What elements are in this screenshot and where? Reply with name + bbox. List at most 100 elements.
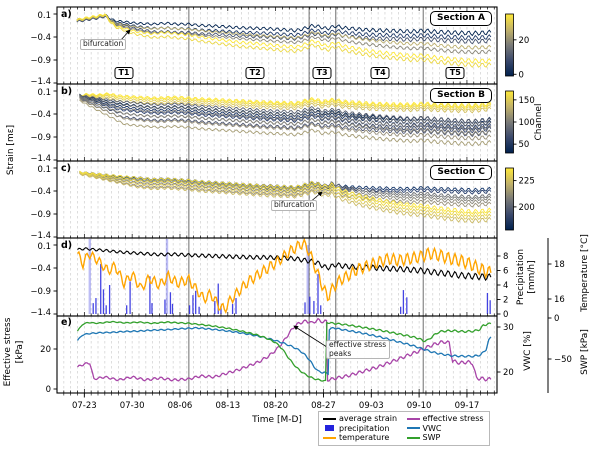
tick-label: −1.4: [30, 77, 51, 87]
tick-label: 08-13: [215, 401, 240, 411]
precipitation-bar: [171, 303, 174, 314]
legend-line-swatch: [323, 417, 336, 420]
data-line: [76, 14, 492, 68]
tick-label: 07-30: [120, 401, 145, 411]
legend-item-VWC: VWC: [406, 424, 485, 434]
precipitation-bar: [304, 302, 306, 314]
section-b-badge: Section B: [430, 88, 492, 103]
legend-label: temperature: [339, 433, 390, 442]
tick-label: 100: [519, 118, 535, 128]
effective-stress-peaks-annotation: effective stress peaks: [326, 340, 390, 359]
panel-label-c: c): [61, 163, 71, 174]
tick-label: 2: [503, 296, 508, 306]
precipitation-bar: [149, 276, 151, 314]
data-line: [79, 92, 492, 108]
tick-label: 20: [503, 368, 514, 378]
precipitation-bar: [231, 303, 234, 314]
strain-axis-label: Strain [mε]: [6, 124, 16, 176]
panel-label-a: a): [61, 9, 72, 20]
precipitation-bar: [195, 290, 197, 314]
data-line: [79, 93, 492, 110]
data-line: [79, 171, 492, 202]
period-label-t3: T3: [312, 67, 332, 79]
precipitation-bar: [214, 300, 216, 314]
tick-label: 6: [503, 267, 508, 277]
data-line: [76, 16, 492, 45]
tick-label: −50: [554, 355, 572, 365]
legend-label: average strain: [339, 414, 398, 423]
tick-label: 16: [554, 295, 565, 305]
precipitation-bar: [309, 296, 311, 314]
precipitation-bar: [188, 305, 191, 314]
data-line: [76, 13, 492, 64]
bifurcation-annotation-c: bifurcation: [271, 200, 318, 211]
legend-patch-swatch: [325, 425, 334, 432]
precipitation-bar: [220, 306, 222, 314]
tick-label: −1.4: [30, 154, 51, 164]
precipitation-bar: [320, 305, 322, 314]
legend-label: effective stress: [422, 414, 484, 423]
period-label-t2: T2: [245, 67, 265, 79]
precipitation-bar: [400, 306, 402, 314]
tick-label: 200: [519, 203, 535, 213]
colorbar-a: [505, 13, 514, 77]
tick-label: −1.4: [30, 231, 51, 241]
precipitation-axis-label: Precipitation: [516, 248, 526, 306]
precipitation-bar: [151, 303, 153, 314]
precipitation-bar: [102, 289, 105, 314]
data-line: [79, 94, 492, 114]
data-line: [79, 95, 492, 131]
legend-item-average-strain: average strain: [323, 414, 399, 424]
tick-label: 150: [519, 96, 535, 106]
precipitation-bar: [126, 305, 128, 314]
data-line: [79, 93, 492, 124]
tick-label: 30: [503, 323, 514, 333]
channel-colorbar-label: Channel: [534, 103, 544, 141]
precipitation-bar: [105, 305, 107, 314]
tick-label: −0.4: [30, 187, 51, 197]
legend-item-precipitation: precipitation: [323, 424, 399, 434]
precipitation-axis-unit: [mm/h]: [527, 260, 537, 294]
panel-label-d: d): [61, 240, 73, 251]
data-line: [76, 14, 492, 37]
temperature-axis-label: Temperature [°C]: [580, 234, 590, 312]
precipitation-bar: [164, 299, 166, 314]
vwc-axis-label: VWC [%]: [523, 331, 533, 371]
tick-label: 0.1: [37, 88, 51, 98]
swp-axis-label: SWP [kPa]: [580, 329, 590, 375]
tick-label: 09-10: [407, 401, 432, 411]
precipitation-bar: [92, 303, 94, 314]
tick-label: 08-06: [168, 401, 193, 411]
tick-label: −0.9: [30, 210, 51, 220]
section-a-badge: Section A: [430, 11, 492, 26]
tick-label: 0: [503, 310, 508, 320]
precipitation-bar: [198, 306, 200, 314]
data-line: [79, 96, 492, 138]
legend-line-swatch: [406, 427, 420, 430]
data-line: [79, 170, 492, 215]
tick-label: 09-03: [359, 401, 384, 411]
precipitation-bar: [88, 239, 91, 314]
legend-label: SWP: [422, 433, 441, 442]
bifurcation-annotation-a: bifurcation: [80, 39, 127, 50]
time-axis-label: Time [M-D]: [252, 415, 302, 425]
data-line: [79, 172, 492, 205]
data-line: [76, 326, 492, 376]
precipitation-bar: [406, 297, 408, 314]
data-line: [76, 15, 492, 55]
data-line: [76, 320, 492, 382]
tick-label: 08-27: [311, 401, 336, 411]
legend: average strain effective stress precipitat…: [318, 411, 490, 446]
precipitation-bar: [317, 274, 319, 314]
legend-line-swatch: [406, 436, 420, 439]
legend-line-swatch: [406, 417, 420, 420]
tick-label: −1.4: [30, 308, 51, 318]
period-label-t5: T5: [445, 67, 465, 79]
tick-label: 18: [554, 260, 565, 270]
tick-label: −0.9: [30, 56, 51, 66]
precipitation-bar: [235, 298, 237, 314]
data-line: [79, 172, 492, 221]
colorbar-c: [505, 167, 514, 231]
precipitation-bar: [489, 300, 491, 314]
precipitation-bar: [169, 292, 172, 314]
